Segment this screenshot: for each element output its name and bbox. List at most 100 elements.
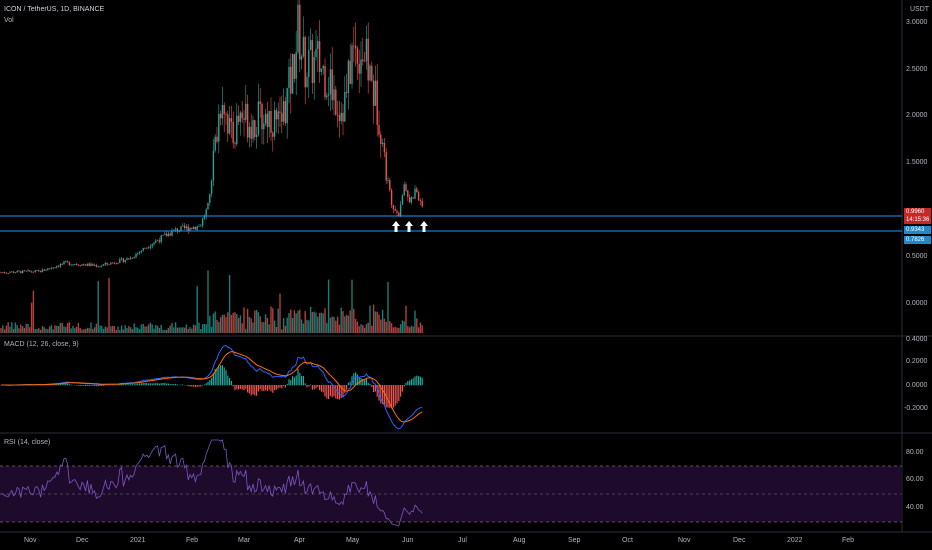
macd-histogram-bar — [331, 385, 333, 398]
volume-bar — [320, 312, 323, 333]
macd-histogram-bar — [392, 385, 394, 408]
volume-bar — [21, 326, 24, 333]
volume-bar — [36, 328, 38, 333]
candle-body — [146, 247, 148, 249]
macd-histogram-bar — [83, 385, 85, 386]
macd-histogram-bar — [302, 376, 304, 386]
volume-bar — [11, 322, 13, 333]
volume-bar — [394, 326, 396, 333]
candle-body — [351, 45, 353, 84]
candle-body — [369, 65, 371, 81]
macd-histogram-bar — [247, 385, 249, 393]
macd-histogram-bar — [362, 378, 364, 386]
volume-bar — [261, 321, 263, 333]
candle-body — [97, 266, 99, 268]
candle-body — [405, 184, 407, 191]
candle-body — [396, 210, 398, 213]
volume-bar — [282, 318, 285, 333]
volume-bar — [59, 322, 62, 333]
candle-body — [102, 264, 105, 266]
volume-bar — [18, 328, 20, 333]
volume-bar — [90, 322, 92, 333]
volume-bar — [106, 327, 108, 333]
volume-bar — [210, 326, 213, 333]
candle-body — [399, 204, 402, 216]
candle-body — [245, 103, 247, 120]
annotation-arrows[interactable] — [392, 221, 428, 232]
candle-body — [77, 264, 80, 266]
volume-bar — [275, 326, 278, 333]
macd-histogram-bar — [308, 385, 310, 387]
time-tick: 2022 — [787, 537, 803, 544]
candle-body — [174, 228, 177, 230]
macd-histogram-bar — [414, 376, 416, 386]
up-arrow-icon[interactable] — [420, 221, 428, 232]
candle-body — [3, 272, 6, 274]
candle-body — [30, 271, 33, 273]
macd-histogram-bar — [320, 385, 322, 392]
price-candles[interactable] — [0, 0, 423, 275]
macd-histogram-bar — [180, 384, 182, 386]
volume-bar — [279, 293, 281, 333]
rsi-label[interactable]: RSI (14, close) — [4, 439, 51, 446]
volume-bar — [194, 325, 197, 333]
macd-histogram-bar — [297, 368, 299, 386]
macd-histogram-bar — [171, 384, 173, 386]
macd-histogram-bar — [167, 383, 169, 386]
symbol-title[interactable]: ICON / TetherUS, 1D, BINANCE — [4, 6, 105, 13]
candle-body — [86, 263, 89, 266]
volume-bar — [131, 329, 134, 333]
up-arrow-icon[interactable] — [392, 221, 400, 232]
macd-histogram-bar — [227, 375, 229, 386]
candle-body — [34, 270, 36, 272]
macd-label[interactable]: MACD (12, 26, close, 9) — [4, 341, 79, 348]
candle-body — [74, 264, 76, 266]
volume-label[interactable]: Vol — [4, 17, 14, 24]
candle-body — [363, 61, 366, 62]
candle-body — [333, 89, 335, 101]
macd-histogram-bar — [382, 385, 384, 405]
volume-bar — [174, 322, 177, 333]
macd-histogram-bar — [220, 365, 222, 386]
time-tick: Feb — [842, 537, 855, 544]
volume-bar — [57, 326, 60, 333]
price-tick: 2.5000 — [906, 66, 928, 73]
time-tick: Aug — [513, 537, 526, 544]
macd-histogram-bar — [301, 375, 303, 386]
candle-body — [371, 65, 373, 81]
macd-histogram-bar — [139, 383, 141, 386]
rsi-tick: 80.00 — [906, 449, 924, 456]
macd-histogram-bar — [263, 385, 265, 392]
time-tick: Apr — [294, 537, 305, 544]
volume-bar — [158, 328, 161, 333]
volume-bar — [63, 326, 65, 333]
volume-bar — [50, 324, 53, 333]
candle-body — [225, 114, 227, 115]
macd-histogram-bar — [182, 384, 184, 386]
candle-body — [135, 254, 137, 258]
macd-histogram-bar — [157, 383, 159, 386]
candle-body — [241, 112, 243, 119]
candle-body — [365, 38, 368, 62]
candle-body — [389, 180, 391, 191]
candle-body — [414, 188, 416, 199]
up-arrow-icon[interactable] — [405, 221, 413, 232]
volume-bar — [27, 324, 29, 333]
macd-histogram-bar — [328, 385, 330, 400]
macd-histogram-bar — [407, 381, 409, 386]
candle-body — [122, 258, 125, 262]
candle-body — [25, 270, 27, 272]
candle-body — [212, 150, 215, 181]
volume-bar — [104, 326, 107, 333]
macd-histogram-bar — [86, 385, 88, 386]
candle-body — [304, 36, 306, 88]
candle-body — [47, 268, 49, 271]
macd-histogram-bar — [112, 384, 114, 386]
volume-bar — [198, 322, 200, 333]
candle-body — [228, 118, 231, 134]
volume-bar — [345, 314, 348, 333]
candle-body — [165, 233, 168, 237]
volume-bar — [97, 281, 99, 333]
macd-histogram-bar — [358, 377, 360, 386]
